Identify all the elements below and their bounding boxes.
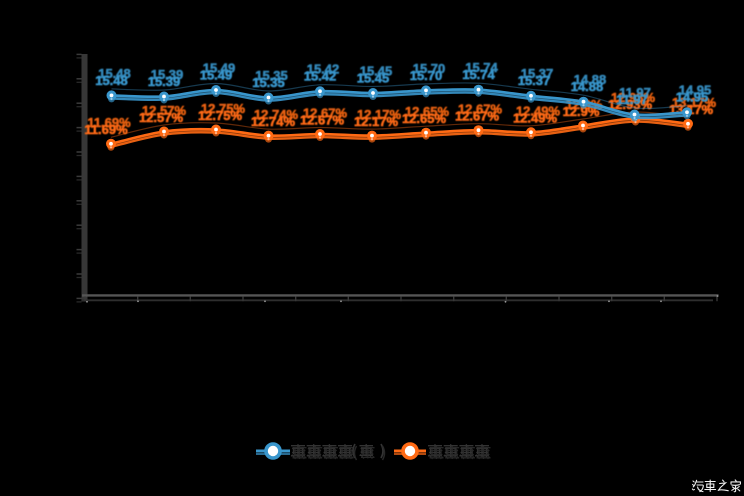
svg-text:15.49: 15.49 <box>203 60 236 75</box>
svg-text:15.45: 15.45 <box>360 63 393 78</box>
svg-text:12.67%: 12.67% <box>303 105 348 120</box>
svg-text:15.37: 15.37 <box>518 73 551 88</box>
svg-text:12.17%: 12.17% <box>354 114 399 129</box>
svg-text:11.69%: 11.69% <box>84 122 128 137</box>
svg-text:12.65%: 12.65% <box>405 104 450 119</box>
svg-text:11.69%: 11.69% <box>87 115 131 130</box>
svg-text:12.57%: 12.57% <box>139 110 184 125</box>
svg-text:14.88: 14.88 <box>574 72 607 87</box>
svg-text:12.67%: 12.67% <box>300 112 345 127</box>
svg-text:14.95: 14.95 <box>676 90 709 105</box>
svg-text:12.57%: 12.57% <box>142 103 187 118</box>
svg-text:13.17%: 13.17% <box>672 95 717 110</box>
svg-text:15.48: 15.48 <box>95 73 128 88</box>
svg-text:12.49%: 12.49% <box>516 104 561 119</box>
svg-text:12.17%: 12.17% <box>357 107 402 122</box>
svg-text:12.67%: 12.67% <box>458 102 503 117</box>
svg-text:15.37: 15.37 <box>521 66 554 81</box>
svg-text:12.74%: 12.74% <box>254 107 299 122</box>
svg-text:15.45: 15.45 <box>357 70 390 85</box>
svg-text:15.74: 15.74 <box>465 60 498 75</box>
svg-text:15.74: 15.74 <box>462 67 495 82</box>
svg-text:12.65%: 12.65% <box>402 111 447 126</box>
svg-text:15.70: 15.70 <box>410 68 443 83</box>
svg-text:12.93%: 12.93% <box>611 90 656 105</box>
svg-text:11.97: 11.97 <box>619 85 651 100</box>
svg-text:15.49: 15.49 <box>200 67 233 82</box>
svg-text:15.42: 15.42 <box>304 69 337 84</box>
svg-text:12.49%: 12.49% <box>513 111 558 126</box>
svg-text:15.39: 15.39 <box>151 67 184 82</box>
svg-text:14.95: 14.95 <box>679 83 712 98</box>
svg-text:12.75%: 12.75% <box>201 101 246 116</box>
svg-text:15.35: 15.35 <box>252 75 285 90</box>
svg-text:11.97: 11.97 <box>616 92 648 107</box>
svg-text:12.67%: 12.67% <box>455 109 500 124</box>
svg-text:12.75%: 12.75% <box>198 108 243 123</box>
svg-text:15.70: 15.70 <box>413 61 446 76</box>
svg-text:15.35: 15.35 <box>255 68 288 83</box>
svg-text:15.39: 15.39 <box>148 74 181 89</box>
svg-text:15.42: 15.42 <box>307 62 340 77</box>
svg-text:15.48: 15.48 <box>98 66 131 81</box>
svg-text:14.88: 14.88 <box>571 79 604 94</box>
svg-text:12.93%: 12.93% <box>608 97 653 112</box>
svg-text:12.74%: 12.74% <box>251 114 296 129</box>
